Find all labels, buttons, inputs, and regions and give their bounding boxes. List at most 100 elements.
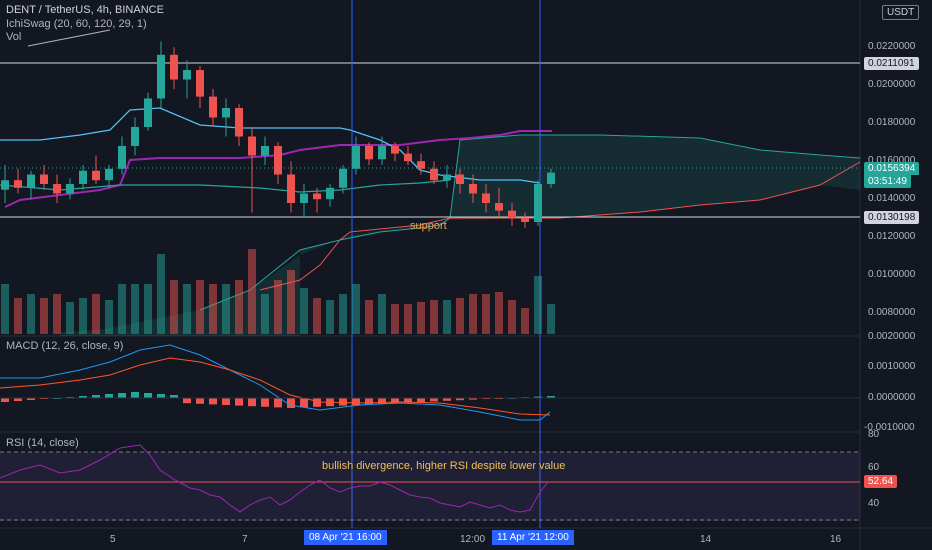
volume-bar: [430, 300, 438, 334]
volume-bar: [326, 300, 334, 334]
candle-body: [430, 168, 438, 181]
histogram-bar: [170, 395, 178, 398]
histogram-bar: [183, 398, 191, 404]
histogram-bar: [209, 398, 217, 405]
volume-bar: [495, 292, 503, 334]
candle-body: [196, 70, 204, 97]
histogram-bar: [547, 396, 555, 398]
histogram-bar: [248, 398, 256, 407]
signal-line: [0, 357, 551, 416]
histogram-bar: [313, 398, 321, 407]
volume-bar: [261, 294, 269, 334]
rsi-title[interactable]: RSI (14, close): [6, 437, 79, 449]
histogram-bar: [14, 398, 22, 401]
candle-body: [53, 184, 61, 194]
support-annotation[interactable]: support: [410, 220, 447, 232]
candle-body: [287, 174, 295, 203]
candle-body: [14, 180, 22, 188]
candle-body: [482, 193, 490, 203]
rsi-band: [0, 452, 860, 521]
macd-tick: -0.0010000: [864, 422, 915, 433]
price-tick: 0.0140000: [868, 193, 916, 204]
candle-body: [66, 184, 74, 194]
volume-bar: [508, 300, 516, 334]
trend-line[interactable]: [27, 29, 111, 47]
histogram-bar: [92, 395, 100, 398]
symbol-title[interactable]: DENT / TetherUS, 4h, BINANCE: [6, 4, 164, 16]
volume-bar: [53, 294, 61, 334]
volume-bar: [365, 300, 373, 334]
time-highlight-11-apr[interactable]: 11 Apr '21 12:00: [492, 530, 574, 545]
volume-bar: [131, 284, 139, 334]
volume-bar: [313, 298, 321, 334]
candle-body: [118, 146, 126, 169]
rsi-tick: 80: [868, 429, 880, 440]
volume-bar: [157, 254, 165, 334]
macd-tick: 0.0010000: [868, 361, 916, 372]
histogram-bar: [235, 398, 243, 406]
histogram-bar: [274, 398, 282, 408]
histogram-bar: [261, 398, 269, 407]
candle-body: [378, 146, 386, 160]
volume-bar: [92, 294, 100, 334]
histogram-bar: [118, 393, 126, 398]
macd-histogram: [1, 392, 555, 408]
histogram-bar: [469, 398, 477, 400]
support-price-tag: 0.0130198: [864, 211, 920, 224]
volume-bar: [339, 294, 347, 334]
price-tick: 0.0160000: [868, 155, 916, 166]
macd-title[interactable]: MACD (12, 26, close, 9): [6, 340, 124, 352]
volume-bar: [40, 298, 48, 334]
volume-bar: [105, 300, 113, 334]
volume-bar: [521, 308, 529, 334]
volume-bar: [456, 298, 464, 334]
price-tick: 0.0080000: [868, 307, 916, 318]
volume-bar: [469, 294, 477, 334]
candle-body: [521, 218, 529, 222]
histogram-bar: [1, 398, 9, 402]
candle-body: [534, 184, 542, 222]
candle-body: [157, 54, 165, 99]
histogram-bar: [430, 398, 438, 402]
volume-bar: [27, 294, 35, 334]
divergence-annotation[interactable]: bullish divergence, higher RSI despite l…: [322, 460, 566, 472]
currency-badge[interactable]: USDT: [882, 5, 920, 20]
volume-bar: [222, 284, 230, 334]
time-tick: 5: [110, 534, 116, 545]
volume-bar: [209, 284, 217, 334]
candle-body: [183, 70, 191, 80]
rsi-value-tag: 52.64: [864, 475, 898, 488]
time-highlight-08-apr[interactable]: 08 Apr '21 16:00: [304, 530, 387, 545]
macd-tick: 0.0020000: [868, 331, 916, 342]
countdown-tag: 03:51:49: [864, 175, 911, 188]
candle-body: [313, 193, 321, 200]
candle-body: [339, 168, 347, 188]
volume-bar: [183, 284, 191, 334]
candle-body: [27, 174, 35, 188]
ichiswag-indicator-label[interactable]: IchiSwag (20, 60, 120, 29, 1): [6, 18, 147, 30]
volume-bar: [274, 280, 282, 334]
histogram-bar: [417, 398, 425, 402]
histogram-bar: [144, 393, 152, 398]
lagging-line: [0, 179, 451, 193]
rsi-tick: 60: [868, 462, 880, 473]
volume-indicator-label[interactable]: Vol: [6, 31, 22, 43]
rsi-tick: 40: [868, 498, 880, 509]
time-tick: 7: [242, 534, 248, 545]
candle-body: [495, 203, 503, 211]
candle-body: [1, 180, 9, 190]
histogram-bar: [404, 398, 412, 403]
candles-group[interactable]: [1, 41, 555, 228]
candle-body: [508, 210, 516, 219]
macd-tick: 0.0000000: [868, 392, 916, 403]
cloud-lower-line: [259, 161, 861, 291]
candle-body: [404, 153, 412, 162]
histogram-bar: [378, 398, 386, 404]
candle-body: [92, 170, 100, 181]
time-tick: 12:00: [460, 534, 486, 545]
histogram-bar: [157, 394, 165, 398]
candle-body: [417, 161, 425, 169]
volume-bar: [482, 294, 490, 334]
candle-body: [222, 108, 230, 118]
